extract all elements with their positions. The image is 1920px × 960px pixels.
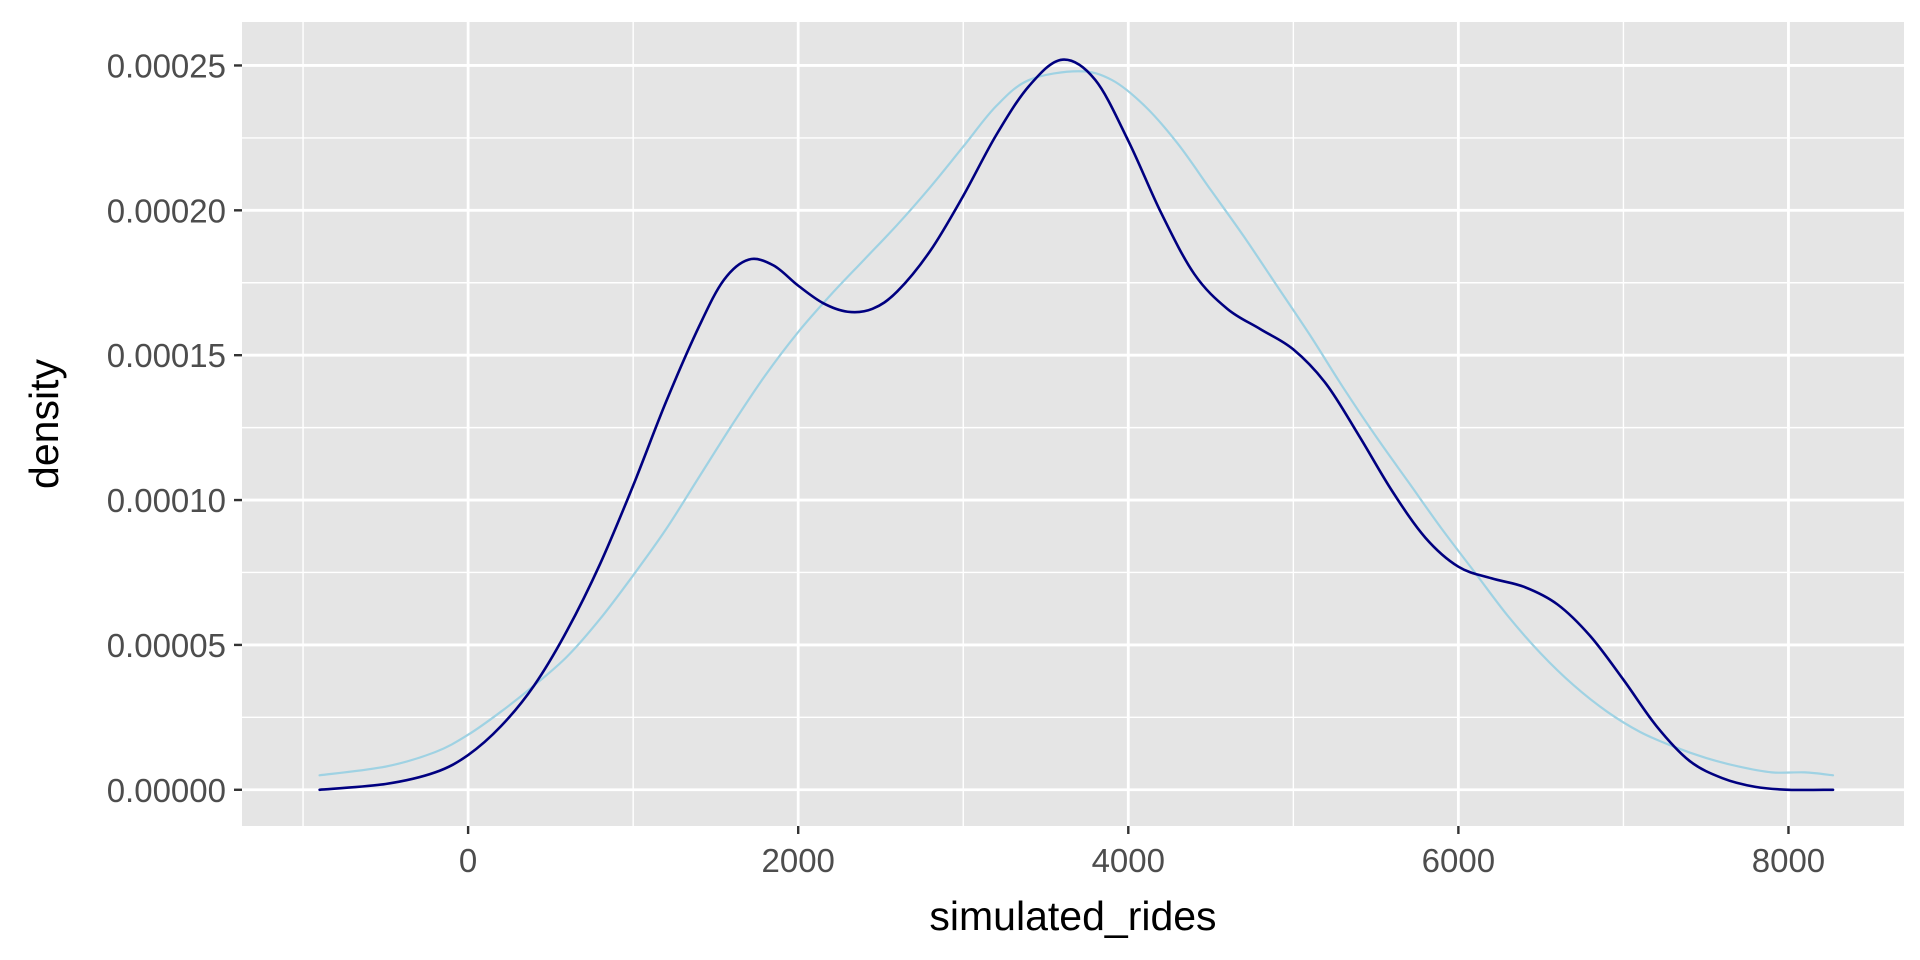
x-tick-label: 8000 (1752, 842, 1825, 879)
y-tick-label: 0.00005 (107, 627, 226, 664)
y-tick-label: 0.00025 (107, 47, 226, 84)
axes: 0 2000 4000 6000 8000 0.00000 0.00005 0.00010 0.… (107, 47, 1825, 879)
y-tick-label: 0.00000 (107, 772, 226, 809)
density-curve-2 (318, 70, 1835, 777)
major-gridlines (242, 22, 1904, 826)
density-curves (318, 58, 1835, 792)
y-tick-label: 0.00020 (107, 192, 226, 229)
x-tick-label: 0 (459, 842, 477, 879)
plot-panel (242, 22, 1904, 826)
x-axis-title: simulated_rides (929, 893, 1216, 939)
y-tick-label: 0.00010 (107, 482, 226, 519)
x-tick-label: 4000 (1092, 842, 1165, 879)
y-tick-label: 0.00015 (107, 337, 226, 374)
x-tick-label: 2000 (761, 842, 834, 879)
y-axis-title: density (21, 359, 67, 489)
x-tick-label: 6000 (1422, 842, 1495, 879)
density-curve-1 (318, 58, 1835, 792)
minor-gridlines (242, 22, 1904, 826)
